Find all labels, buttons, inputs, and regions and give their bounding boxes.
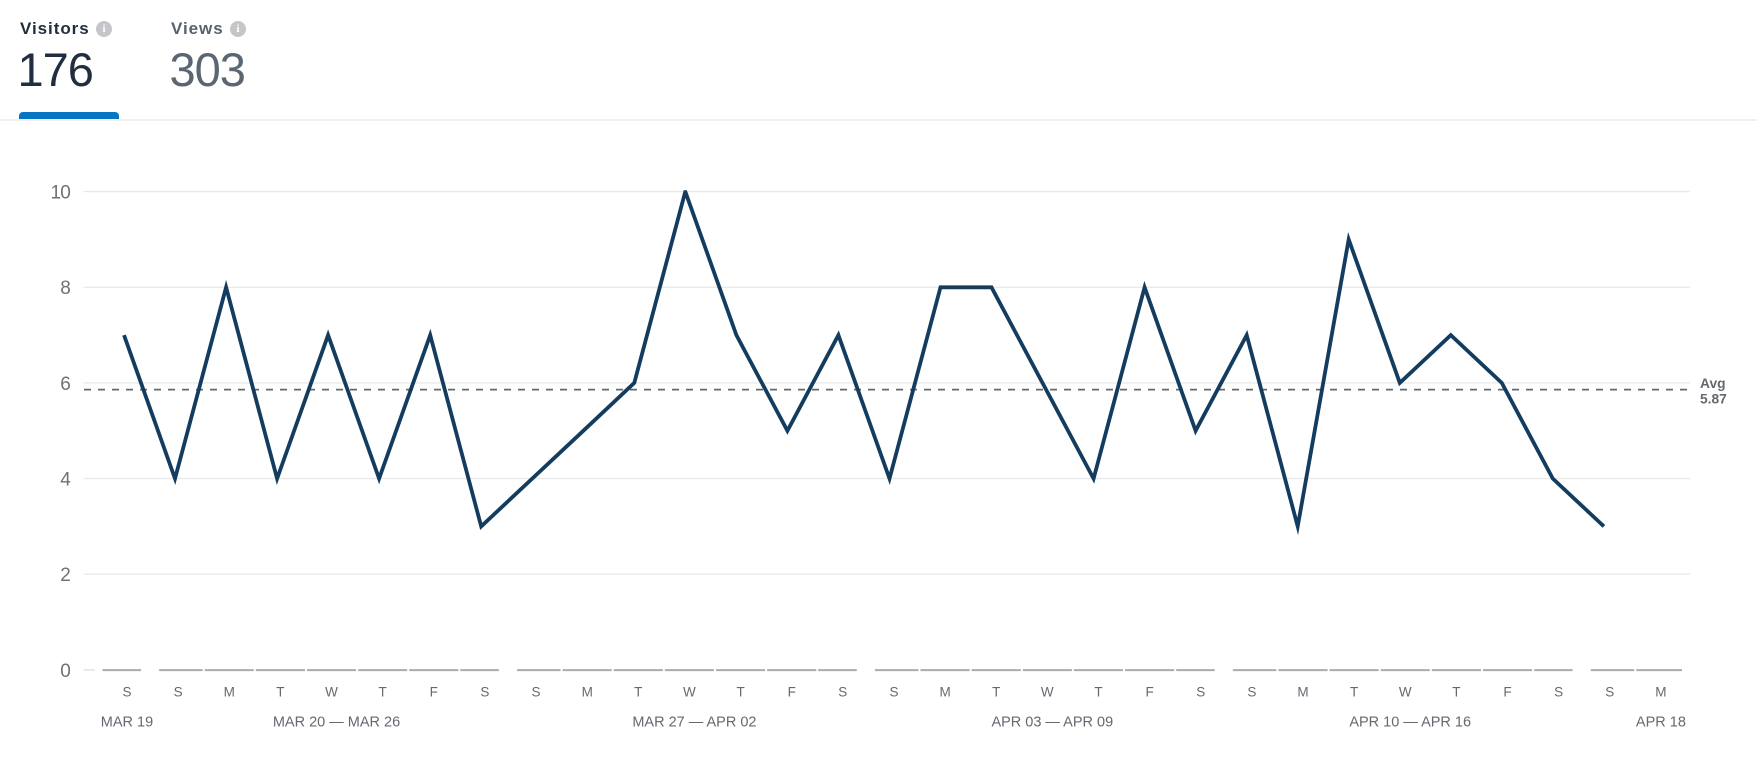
svg-text:M: M: [939, 684, 950, 699]
svg-text:S: S: [1196, 684, 1205, 699]
svg-text:S: S: [1605, 684, 1614, 699]
svg-text:T: T: [1094, 684, 1102, 699]
svg-text:APR 10 — APR 16: APR 10 — APR 16: [1349, 715, 1471, 731]
svg-text:2: 2: [60, 565, 70, 586]
svg-text:F: F: [1503, 684, 1511, 699]
svg-text:F: F: [788, 684, 796, 699]
svg-text:S: S: [480, 684, 489, 699]
svg-text:F: F: [1145, 684, 1153, 699]
svg-text:M: M: [1297, 684, 1308, 699]
svg-text:S: S: [838, 684, 847, 699]
svg-text:10: 10: [50, 183, 70, 204]
svg-text:MAR 19: MAR 19: [101, 715, 153, 731]
svg-text:4: 4: [60, 470, 71, 491]
svg-text:W: W: [683, 684, 696, 699]
svg-text:T: T: [634, 684, 642, 699]
svg-text:M: M: [224, 684, 235, 699]
svg-text:W: W: [325, 684, 338, 699]
svg-text:F: F: [430, 684, 438, 699]
svg-text:M: M: [1655, 684, 1666, 699]
svg-text:T: T: [276, 684, 284, 699]
svg-text:APR 18: APR 18: [1636, 715, 1686, 731]
svg-text:T: T: [1350, 684, 1358, 699]
svg-text:S: S: [1247, 684, 1256, 699]
svg-text:MAR 27 — APR 02: MAR 27 — APR 02: [632, 715, 756, 731]
svg-text:M: M: [582, 684, 593, 699]
svg-text:Avg: Avg: [1700, 376, 1726, 391]
svg-text:W: W: [1399, 684, 1412, 699]
svg-text:APR 03 — APR 09: APR 03 — APR 09: [991, 715, 1113, 731]
svg-text:T: T: [992, 684, 1000, 699]
svg-text:S: S: [1554, 684, 1563, 699]
svg-text:T: T: [1452, 684, 1460, 699]
svg-text:T: T: [378, 684, 386, 699]
svg-text:T: T: [736, 684, 744, 699]
svg-text:8: 8: [60, 278, 70, 299]
svg-text:S: S: [531, 684, 540, 699]
svg-text:S: S: [122, 684, 131, 699]
svg-text:6: 6: [60, 374, 70, 395]
svg-text:0: 0: [60, 661, 70, 682]
svg-text:MAR 20 — MAR 26: MAR 20 — MAR 26: [273, 715, 400, 731]
svg-text:5.87: 5.87: [1700, 392, 1727, 407]
svg-text:S: S: [889, 684, 898, 699]
svg-text:S: S: [174, 684, 183, 699]
svg-text:W: W: [1041, 684, 1054, 699]
